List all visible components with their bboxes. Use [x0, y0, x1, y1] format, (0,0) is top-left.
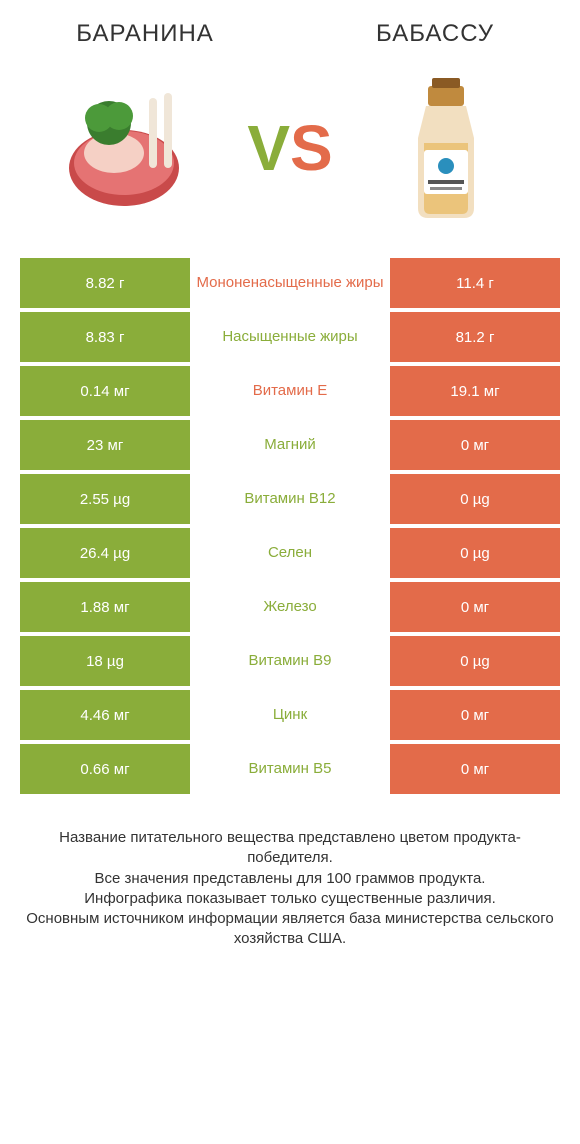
footer-line: Все значения представлены для 100 граммо…: [20, 869, 560, 889]
nutrient-label: Витамин B9: [190, 636, 390, 686]
value-left: 8.83 г: [20, 312, 190, 362]
header-row: БАРАНИНА БАБАССУ: [0, 0, 580, 58]
nutrient-label: Селен: [190, 528, 390, 578]
table-row: 18 µgВитамин B90 µg: [20, 636, 560, 690]
value-right: 0 µg: [390, 636, 560, 686]
value-right: 0 мг: [390, 420, 560, 470]
table-row: 23 мгМагний0 мг: [20, 420, 560, 474]
product-right-image: [343, 68, 550, 228]
vs-v: V: [247, 112, 290, 184]
value-left: 1.88 мг: [20, 582, 190, 632]
footer-notes: Название питательного вещества представл…: [20, 828, 560, 950]
value-right: 11.4 г: [390, 258, 560, 308]
value-left: 0.66 мг: [20, 744, 190, 794]
table-row: 8.82 гМононенасыщенные жиры11.4 г: [20, 258, 560, 312]
footer-line: Инфографика показывает только существенн…: [20, 889, 560, 909]
nutrient-label: Железо: [190, 582, 390, 632]
value-right: 0 µg: [390, 528, 560, 578]
bottle-icon: [366, 68, 526, 228]
nutrient-label: Витамин B12: [190, 474, 390, 524]
table-row: 8.83 гНасыщенные жиры81.2 г: [20, 312, 560, 366]
table-row: 1.88 мгЖелезо0 мг: [20, 582, 560, 636]
value-left: 18 µg: [20, 636, 190, 686]
table-row: 4.46 мгЦинк0 мг: [20, 690, 560, 744]
value-right: 0 мг: [390, 690, 560, 740]
value-right: 0 мг: [390, 582, 560, 632]
nutrient-label: Мононенасыщенные жиры: [190, 258, 390, 308]
nutrient-label: Витамин E: [190, 366, 390, 416]
infographic-container: БАРАНИНА БАБАССУ VS: [0, 0, 580, 950]
table-row: 0.66 мгВитамин B50 мг: [20, 744, 560, 798]
product-right-title: БАБАССУ: [290, 20, 580, 48]
value-left: 2.55 µg: [20, 474, 190, 524]
value-left: 0.14 мг: [20, 366, 190, 416]
vs-s: S: [290, 112, 333, 184]
footer-line: Основным источником информации является …: [20, 909, 560, 950]
product-left-image: [30, 68, 237, 228]
value-left: 26.4 µg: [20, 528, 190, 578]
nutrient-table: 8.82 гМононенасыщенные жиры11.4 г8.83 гН…: [20, 258, 560, 798]
table-row: 0.14 мгВитамин E19.1 мг: [20, 366, 560, 420]
product-left-title: БАРАНИНА: [0, 20, 290, 48]
nutrient-label: Цинк: [190, 690, 390, 740]
value-left: 4.46 мг: [20, 690, 190, 740]
vs-label: VS: [237, 111, 342, 185]
lamb-icon: [54, 68, 214, 228]
value-right: 0 µg: [390, 474, 560, 524]
nutrient-label: Магний: [190, 420, 390, 470]
value-right: 19.1 мг: [390, 366, 560, 416]
images-row: VS: [0, 58, 580, 258]
value-left: 8.82 г: [20, 258, 190, 308]
value-left: 23 мг: [20, 420, 190, 470]
footer-line: Название питательного вещества представл…: [20, 828, 560, 869]
nutrient-label: Насыщенные жиры: [190, 312, 390, 362]
table-row: 2.55 µgВитамин B120 µg: [20, 474, 560, 528]
table-row: 26.4 µgСелен0 µg: [20, 528, 560, 582]
nutrient-label: Витамин B5: [190, 744, 390, 794]
value-right: 0 мг: [390, 744, 560, 794]
value-right: 81.2 г: [390, 312, 560, 362]
